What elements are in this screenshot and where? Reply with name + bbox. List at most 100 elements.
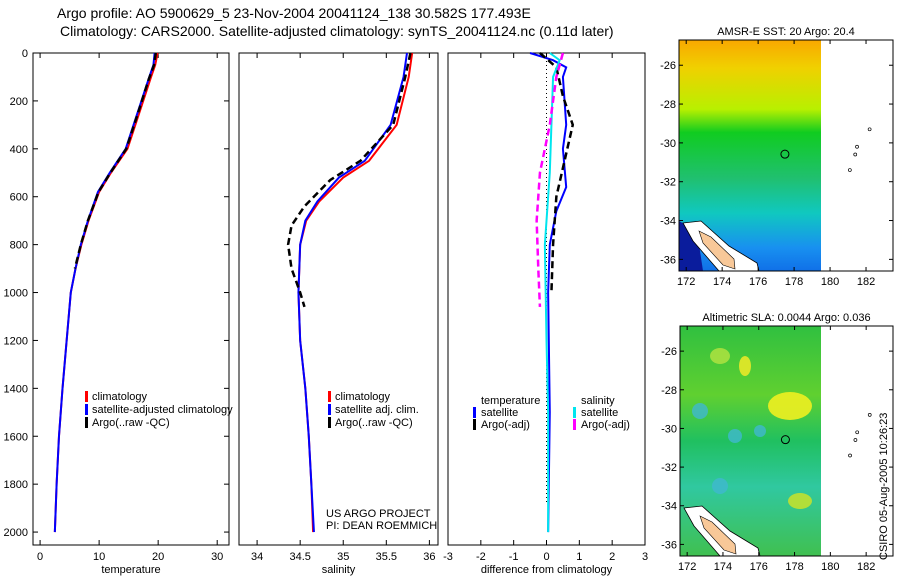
anomaly-blob: [712, 478, 728, 494]
y-tick-label: 2000: [4, 527, 28, 539]
sst-map: AMSR-E SST: 20 Argo: 20.4 172 174 176 178 180…: [660, 26, 894, 288]
series-line-argo-raw-qc-: [73, 52, 158, 269]
x-tick-label: 178: [785, 276, 803, 288]
y-tick-label: 600: [10, 192, 28, 204]
x-tick-label: 180: [821, 276, 839, 288]
footer-stamp: CSIRO 05-Aug-2005 10:26:23: [878, 412, 890, 560]
anomaly-blob: [692, 403, 708, 419]
island: [847, 168, 852, 172]
y-tick-label: 0: [22, 48, 28, 60]
map-title: Altimetric SLA: 0.0044 Argo: 0.036: [702, 312, 870, 324]
y-tick-label: -34: [660, 216, 676, 228]
y-tick-label: -32: [660, 177, 676, 189]
sal-axes-frame: [238, 52, 439, 546]
legend-label: satellite: [481, 407, 518, 419]
y-tick-label: -36: [660, 254, 676, 266]
x-axis-label: difference from climatology: [481, 564, 613, 576]
legend-label: satellite adj. clim.: [335, 404, 419, 416]
legend-swatch: [573, 419, 576, 430]
legend-label: Argo(..raw -QC): [92, 417, 170, 429]
island: [848, 453, 852, 458]
argo-float-marker: [780, 435, 790, 445]
x-tick-label: 174: [713, 276, 731, 288]
series-line-temperature-satellite: [529, 52, 568, 533]
legend-swatch: [328, 391, 331, 402]
legend-label: climatology: [335, 391, 391, 403]
sla-map: Altimetric SLA: 0.0044 Argo: 0.036 172 174…: [661, 312, 894, 573]
x-tick-label: -1: [509, 551, 519, 563]
y-tick-label: 1400: [4, 383, 28, 395]
y-tick-label: -36: [661, 539, 677, 551]
legend-label: Argo(-adj): [581, 419, 630, 431]
anomaly-blob: [788, 493, 812, 509]
y-tick-label: 1600: [4, 431, 28, 443]
island: [853, 438, 858, 442]
sal-panel: 34 34.5 35 35.5 36 salinity climatologysatelli…: [238, 52, 439, 576]
x-tick-label: 182: [857, 561, 875, 573]
series-line-temperature-argo-adj-: [539, 52, 575, 293]
x-tick-label: 2: [609, 551, 615, 563]
y-tick-label: -30: [661, 423, 677, 435]
anomaly-blob: [754, 425, 766, 437]
y-tick-label: 1800: [4, 479, 28, 491]
x-tick-label: 36: [423, 551, 435, 563]
x-tick-label: 176: [750, 561, 768, 573]
x-tick-label: 34: [251, 551, 263, 563]
x-tick-label: 34.5: [289, 551, 310, 563]
anomaly-blob: [739, 356, 751, 376]
x-tick-label: 174: [714, 561, 732, 573]
legend-swatch: [85, 404, 88, 415]
x-axis-label: temperature: [101, 564, 160, 576]
x-tick-label: -3: [443, 551, 453, 563]
x-tick-label: 180: [821, 561, 839, 573]
y-tick-label: 1000: [4, 288, 28, 300]
y-tick-label: -26: [660, 60, 676, 72]
legend-swatch: [328, 404, 331, 415]
y-tick-label: -34: [661, 501, 677, 513]
x-tick-label: 178: [785, 561, 803, 573]
y-tick-label: 400: [10, 144, 28, 156]
x-tick-label: 20: [152, 551, 164, 563]
legend-swatch: [473, 407, 476, 418]
x-tick-label: 172: [677, 276, 695, 288]
x-tick-label: 35: [337, 551, 349, 563]
x-tick-label: 35.5: [376, 551, 397, 563]
x-tick-label: 176: [749, 276, 767, 288]
x-tick-label: 0: [37, 551, 43, 563]
legend-label: climatology: [92, 391, 148, 403]
annotation-text: US ARGO PROJECT: [326, 508, 431, 520]
temp-axes-frame: [32, 52, 230, 546]
x-axis-label: salinity: [322, 564, 356, 576]
map-title: AMSR-E SST: 20 Argo: 20.4: [717, 26, 855, 38]
legend-swatch: [85, 391, 88, 402]
series-line-salinity-argo-adj-: [535, 52, 565, 307]
legend-label: satellite-adjusted climatology: [92, 404, 233, 416]
x-tick-label: -2: [476, 551, 486, 563]
y-tick-label: -26: [661, 346, 677, 358]
island: [867, 413, 872, 417]
legend-swatch: [473, 419, 476, 430]
island: [855, 430, 860, 435]
legend-label: Argo(..raw -QC): [335, 417, 413, 429]
anomaly-blob: [768, 392, 812, 420]
new-zealand-land: [698, 230, 736, 270]
argo-float-marker: [780, 149, 790, 159]
legend-swatch: [328, 417, 331, 428]
x-tick-label: 30: [211, 551, 223, 563]
legend-label: Argo(-adj): [481, 419, 530, 431]
anomaly-blob: [728, 429, 742, 443]
y-tick-label: -28: [661, 385, 677, 397]
series-line-salinity-satellite: [543, 52, 561, 533]
temp-panel: 0 10 20 30 0 200 400 600 800 1000 1200 1400 1600 1800…: [4, 48, 234, 576]
x-tick-label: 3: [642, 551, 648, 563]
diff-panel: -3 -2 -1 0 1 2 3 difference from climatology tem…: [443, 52, 648, 576]
y-tick-label: 1200: [4, 335, 28, 347]
legend-title: salinity: [581, 395, 615, 407]
y-tick-label: -28: [660, 99, 676, 111]
x-tick-label: 182: [857, 276, 875, 288]
map-frame: [679, 325, 894, 557]
y-tick-label: 800: [10, 240, 28, 252]
figure-title-line1: Argo profile: AO 5900629_5 23-Nov-2004 2…: [57, 5, 531, 21]
